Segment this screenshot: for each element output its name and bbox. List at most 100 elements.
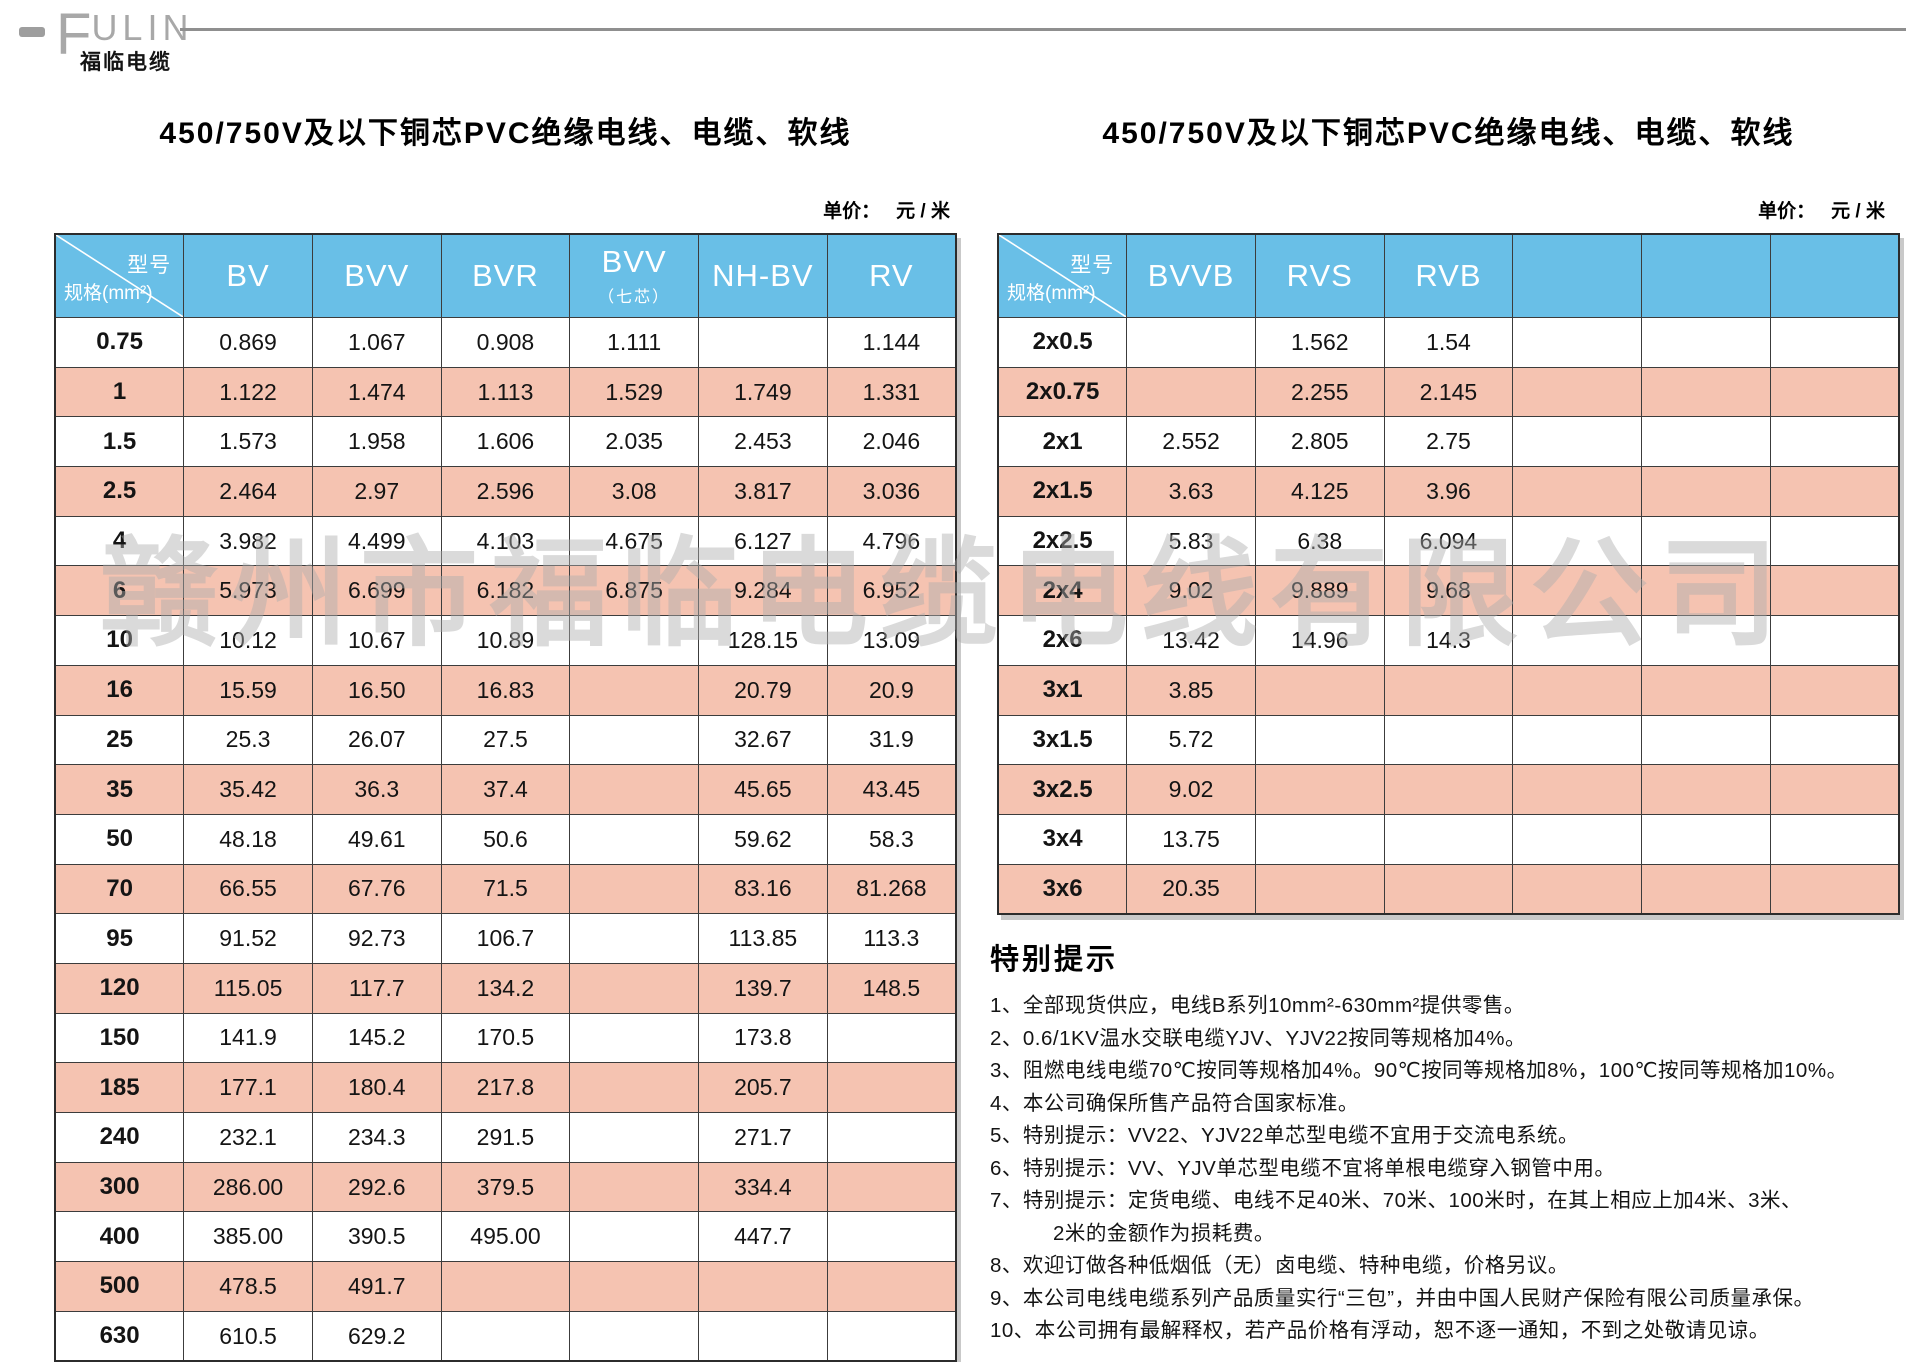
price-cell: 13.42	[1126, 615, 1256, 666]
price-cell: 59.62	[698, 813, 828, 865]
price-cell: 1.958	[311, 416, 442, 468]
price-cell	[1769, 317, 1900, 368]
price-cell: 6.094	[1383, 515, 1514, 567]
price-cell: 20.9	[826, 664, 957, 716]
price-cell: 4.796	[826, 515, 957, 567]
price-cell: 3.85	[1126, 664, 1256, 716]
price-cell	[1641, 813, 1771, 865]
price-cell: 117.7	[311, 962, 442, 1014]
left-unit-price-label: 单价： 元 / 米	[54, 196, 950, 223]
unit-label: 单价：	[1758, 201, 1816, 222]
table-row: 3x6 20.35	[997, 863, 1900, 915]
price-cell: 379.5	[440, 1161, 571, 1213]
price-cell: 1.111	[569, 317, 700, 368]
price-cell: 3.817	[698, 466, 828, 517]
price-cell: 50.6	[440, 813, 571, 865]
corner-model-label: 型号	[1070, 254, 1115, 277]
spec-cell: 95	[54, 913, 185, 964]
spec-cell: 300	[54, 1161, 185, 1213]
price-cell	[1383, 813, 1514, 865]
note-item: 4、本公司确保所售产品符合国家标准。	[990, 1091, 1359, 1115]
column-header	[1769, 233, 1900, 318]
column-header	[1641, 233, 1771, 318]
price-cell: 26.07	[311, 714, 442, 766]
spec-cell: 0.75	[54, 317, 185, 368]
price-cell: 81.268	[826, 863, 957, 915]
price-cell: 139.7	[698, 962, 828, 1014]
price-cell	[569, 1012, 700, 1064]
price-cell: 113.3	[826, 913, 957, 964]
note-item: 3、阻燃电线电缆70℃按同等规格加4%。90℃按同等规格加8%，100℃按同等规…	[990, 1059, 1848, 1082]
price-cell: 2.75	[1383, 416, 1514, 468]
price-cell: 286.00	[183, 1161, 313, 1213]
note-item: 2米的金额作为损耗费。	[990, 1221, 1275, 1245]
table-row: 300 286.00 292.6 379.5 334.4	[54, 1161, 957, 1213]
price-cell: 10.67	[311, 615, 442, 666]
table-row: 630 610.5 629.2	[54, 1310, 957, 1362]
price-cell: 1.474	[311, 366, 442, 418]
price-cell	[1769, 565, 1900, 617]
price-cell: 232.1	[183, 1112, 313, 1163]
price-cell: 43.45	[826, 764, 957, 815]
spec-cell: 6	[54, 565, 185, 617]
price-cell: 1.113	[440, 366, 571, 418]
spec-cell: 630	[54, 1310, 185, 1362]
brand-initial: F	[56, 2, 92, 67]
price-cell: 478.5	[183, 1261, 313, 1312]
table-corner-cell: 型号 规格(mm²)	[997, 233, 1128, 318]
price-cell: 2.805	[1254, 416, 1385, 468]
price-cell	[1254, 764, 1385, 815]
price-cell: 9.889	[1254, 565, 1385, 617]
price-cell: 3.982	[183, 515, 313, 567]
price-cell: 291.5	[440, 1112, 571, 1163]
table-row: 2x2.5 5.83 6.38 6.094	[997, 515, 1900, 567]
table-row: 0.75 0.869 1.067 0.908 1.111 1.144	[54, 317, 957, 368]
spec-cell: 240	[54, 1112, 185, 1163]
table-row: 2x0.5 1.562 1.54	[997, 317, 1900, 368]
header-row: 型号 规格(mm²) BVVB RVS RVB	[997, 233, 1900, 318]
table-row: 16 15.59 16.50 16.83 20.79 20.9	[54, 664, 957, 716]
spec-cell: 2x4	[997, 565, 1128, 617]
unit-value: 元 / 米	[896, 201, 950, 222]
column-header: BVV	[311, 233, 442, 318]
price-cell	[569, 714, 700, 766]
spec-cell: 10	[54, 615, 185, 666]
price-cell: 20.35	[1126, 863, 1256, 915]
price-cell: 13.09	[826, 615, 957, 666]
price-cell: 37.4	[440, 764, 571, 815]
spec-cell: 3x4	[997, 813, 1128, 865]
price-cell	[1641, 863, 1771, 915]
spec-cell: 3x2.5	[997, 764, 1128, 815]
price-cell: 170.5	[440, 1012, 571, 1064]
price-cell: 610.5	[183, 1310, 313, 1362]
price-cell: 4.103	[440, 515, 571, 567]
price-cell	[440, 1261, 571, 1312]
table-row: 2.5 2.464 2.97 2.596 3.08 3.817 3.036	[54, 466, 957, 517]
price-cell: 2.046	[826, 416, 957, 468]
price-cell	[1641, 366, 1771, 418]
price-cell: 334.4	[698, 1161, 828, 1213]
price-cell: 6.699	[311, 565, 442, 617]
price-cell: 5.973	[183, 565, 313, 617]
price-cell: 177.1	[183, 1062, 313, 1113]
brand-name: ULIN	[91, 7, 194, 48]
price-cell: 2.255	[1254, 366, 1385, 418]
price-cell: 13.75	[1126, 813, 1256, 865]
price-cell: 145.2	[311, 1012, 442, 1064]
price-cell: 134.2	[440, 962, 571, 1014]
unit-label: 单价：	[823, 201, 881, 222]
price-cell: 1.606	[440, 416, 571, 468]
price-cell	[1383, 714, 1514, 766]
price-cell	[1769, 764, 1900, 815]
price-cell	[1254, 714, 1385, 766]
price-cell	[1769, 863, 1900, 915]
price-cell	[1383, 863, 1514, 915]
price-cell: 106.7	[440, 913, 571, 964]
spec-cell: 400	[54, 1211, 185, 1263]
table-row: 1 1.122 1.474 1.113 1.529 1.749 1.331	[54, 366, 957, 418]
note-item: 2、0.6/1KV温水交联电缆YJV、YJV22按同等规格加4%。	[990, 1026, 1526, 1050]
price-cell	[698, 317, 828, 368]
note-item: 10、本公司拥有最解释权，若产品价格有浮动，恕不逐一通知，不到之处敬请见谅。	[990, 1319, 1770, 1342]
table-row: 95 91.52 92.73 106.7 113.85 113.3	[54, 913, 957, 964]
price-cell: 1.562	[1254, 317, 1385, 368]
